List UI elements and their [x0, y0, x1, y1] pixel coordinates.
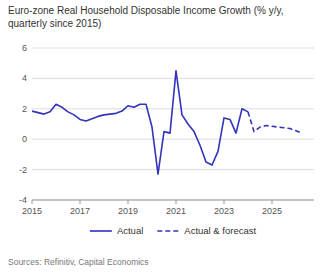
grid-line — [32, 78, 314, 79]
x-tick — [80, 200, 81, 204]
legend-label: Actual & forecast — [184, 225, 256, 236]
y-tick-label: -2 — [19, 165, 27, 175]
legend-swatch — [90, 230, 112, 232]
x-tick — [176, 200, 177, 204]
chart: Euro-zone Real Household Disposable Inco… — [0, 0, 325, 273]
y-tick-label: 2 — [22, 104, 27, 114]
legend-item: Actual & forecast — [157, 225, 256, 236]
x-tick-label: 2021 — [166, 206, 186, 216]
y-tick-label: 6 — [22, 43, 27, 53]
series-line — [248, 112, 302, 133]
y-tick-label: 0 — [22, 134, 27, 144]
grid-line — [32, 169, 314, 170]
series-line — [32, 71, 248, 174]
legend-item: Actual — [90, 225, 143, 236]
grid-line — [32, 139, 314, 140]
grid — [32, 48, 314, 200]
source: Sources: Refinitiv, Capital Economics — [8, 257, 149, 267]
lines — [32, 71, 302, 174]
x-tick — [224, 200, 225, 204]
x-tick-label: 2015 — [22, 206, 42, 216]
x-tick-label: 2023 — [214, 206, 234, 216]
title: Euro-zone Real Household Disposable Inco… — [8, 5, 284, 29]
grid-line — [32, 48, 314, 49]
x-tick — [272, 200, 273, 204]
legend: Actual Actual & forecast — [90, 225, 257, 236]
legend-swatch — [157, 230, 179, 232]
x-tick-label: 2025 — [262, 206, 282, 216]
x-tick-label: 2017 — [70, 206, 90, 216]
legend-label: Actual — [117, 225, 143, 236]
y-tick-label: -4 — [19, 195, 27, 205]
x-tick-label: 2019 — [118, 206, 138, 216]
y-tick-label: 4 — [22, 73, 27, 83]
x-tick — [32, 200, 33, 204]
title-line: quarterly since 2015) — [8, 18, 101, 29]
title-line: Euro-zone Real Household Disposable Inco… — [8, 5, 284, 16]
x-tick — [128, 200, 129, 204]
